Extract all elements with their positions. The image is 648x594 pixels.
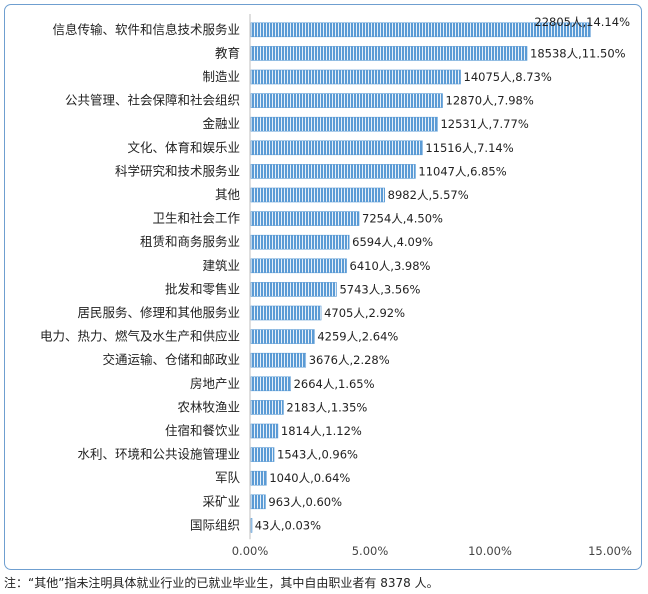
bar (250, 494, 266, 510)
x-tick-label: 5.00% (352, 544, 389, 558)
x-tick-label: 10.00% (468, 544, 512, 558)
bar (250, 22, 591, 38)
data-label: 12531人,7.77% (440, 117, 528, 131)
category-label: 租赁和商务服务业 (140, 234, 240, 249)
data-label: 14075人,8.73% (464, 70, 552, 84)
category-label: 居民服务、修理和其他服务业 (77, 305, 240, 320)
x-tick-label: 15.00% (588, 544, 632, 558)
category-label: 制造业 (202, 69, 240, 84)
bar (250, 140, 423, 156)
data-label: 4705人,2.92% (324, 306, 405, 320)
category-label: 文化、体育和娱乐业 (127, 140, 240, 155)
data-label: 1543人,0.96% (277, 448, 358, 462)
category-label: 交通运输、仓储和邮政业 (102, 352, 240, 367)
category-label: 金融业 (202, 116, 240, 131)
category-label: 水利、环境和公共设施管理业 (77, 447, 240, 462)
bar (250, 447, 275, 462)
category-label: 公共管理、社会保障和社会组织 (65, 93, 240, 108)
data-label: 5743人,3.56% (339, 282, 420, 296)
chart-footnote: 注：“其他”指未注明具体就业行业的已就业毕业生，其中自由职业者有 8378 人。 (4, 576, 439, 590)
bar (250, 187, 385, 203)
data-label: 6594人,4.09% (352, 235, 433, 249)
data-label: 11516人,7.14% (425, 141, 513, 155)
category-label: 住宿和餐饮业 (165, 423, 240, 438)
bar (250, 211, 360, 226)
data-label: 18538人,11.50% (530, 46, 626, 60)
bar (250, 423, 279, 439)
data-label: 43人,0.03% (255, 518, 321, 532)
bar (250, 329, 315, 344)
data-label: 12870人,7.98% (446, 94, 534, 108)
category-label: 农林牧渔业 (177, 399, 240, 414)
bar (250, 164, 416, 179)
category-label: 批发和零售业 (165, 281, 240, 296)
bar (250, 258, 347, 274)
bar (250, 46, 528, 61)
category-label: 卫生和社会工作 (152, 211, 240, 226)
bar (250, 93, 443, 108)
category-label: 军队 (215, 470, 241, 485)
bar (250, 69, 461, 85)
x-tick-label: 0.00% (232, 544, 269, 558)
category-label: 其他 (215, 187, 241, 202)
data-label: 3676人,2.28% (309, 353, 390, 367)
bar (250, 470, 267, 486)
data-label: 11047人,6.85% (418, 164, 506, 178)
data-label: 6410人,3.98% (350, 259, 431, 273)
bar (250, 305, 322, 321)
bar (250, 116, 438, 132)
category-label: 教育 (215, 45, 240, 60)
data-label: 2183人,1.35% (286, 400, 367, 414)
bar (250, 282, 337, 297)
bar (250, 400, 284, 415)
data-label: 7254人,4.50% (362, 212, 443, 226)
data-label: 8982人,5.57% (388, 188, 469, 202)
category-label: 信息传输、软件和信息技术服务业 (52, 22, 240, 37)
category-label: 采矿业 (202, 494, 240, 509)
bar (250, 376, 291, 392)
category-label: 建筑业 (202, 258, 240, 273)
bar (250, 234, 350, 250)
bar (250, 352, 307, 368)
data-label: 1040人,0.64% (269, 471, 350, 485)
data-label: 1814人,1.12% (281, 424, 362, 438)
category-label: 房地产业 (190, 376, 240, 391)
data-label: 4259人,2.64% (317, 330, 398, 344)
data-label: 22805人,14.14% (534, 15, 630, 29)
bar (250, 518, 253, 533)
data-label: 2664人,1.65% (294, 377, 375, 391)
category-label: 科学研究和技术服务业 (115, 163, 240, 178)
category-label: 国际组织 (190, 517, 240, 532)
data-label: 963人,0.60% (268, 495, 342, 509)
bar-chart: 信息传输、软件和信息技术服务业 22805人,14.14% 教育 18538人,11.… (40, 14, 632, 558)
category-label: 电力、热力、燃气及水生产和供应业 (40, 329, 240, 344)
